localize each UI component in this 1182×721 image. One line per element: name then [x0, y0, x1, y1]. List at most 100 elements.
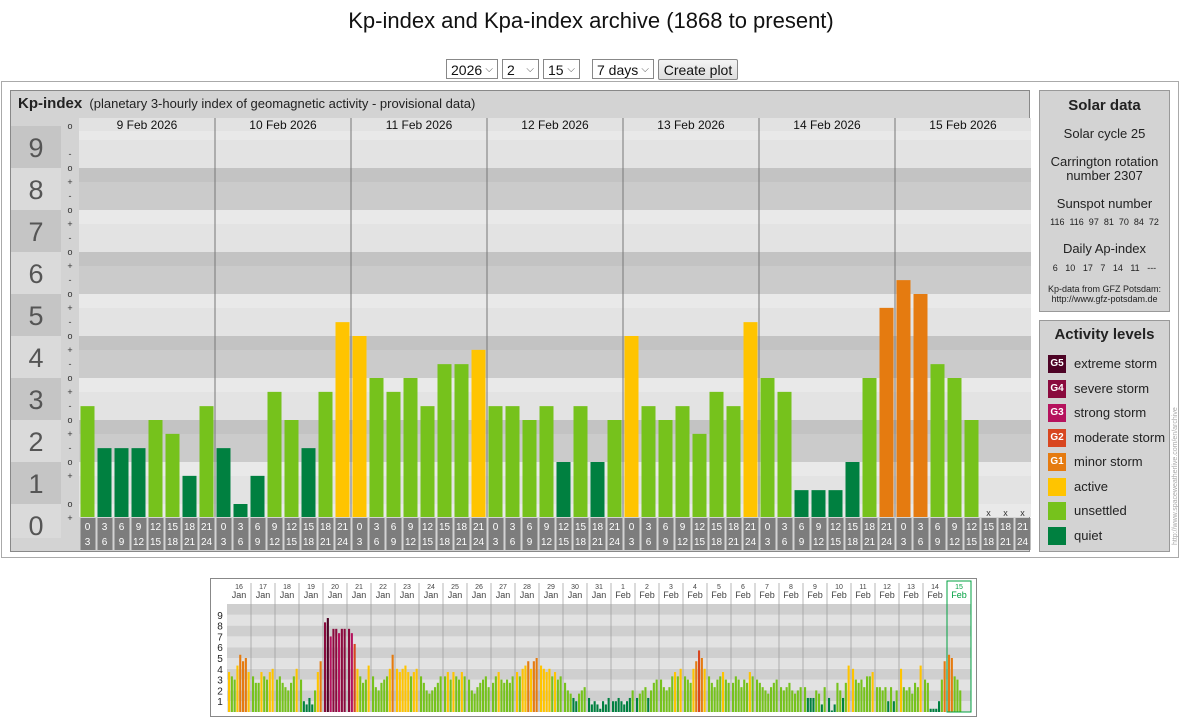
hour-start-label: 9	[136, 522, 142, 533]
missing-marker: x	[1003, 508, 1008, 518]
hour-cell	[454, 518, 470, 550]
y-tick-label: 5	[28, 301, 43, 331]
mini-kp-bar	[628, 697, 631, 712]
hour-start-label: 0	[85, 522, 91, 533]
mini-kp-bar	[905, 690, 908, 712]
mini-kp-bar	[508, 682, 511, 712]
mini-kp-bar	[556, 679, 559, 712]
mini-band	[227, 690, 971, 702]
hour-cell	[165, 518, 181, 550]
y-axis-band	[11, 420, 61, 462]
y-tick-label: 1	[28, 469, 43, 499]
day-label: 12 Feb 2026	[521, 118, 589, 132]
mini-kp-bar	[650, 690, 653, 712]
mini-kp-bar	[857, 682, 860, 712]
data-source-link[interactable]: http://www.gfz-potsdam.de	[1051, 294, 1158, 304]
hour-start-label: 3	[238, 522, 244, 533]
mini-day-label: 29	[547, 584, 555, 591]
year-select[interactable]: 2026 ⌵	[446, 59, 498, 79]
hour-start-label: 21	[1017, 522, 1029, 533]
kp-bar	[454, 364, 469, 517]
kp-bar	[590, 462, 605, 517]
mini-kp-bar	[866, 676, 869, 712]
activity-levels-heading: Activity levels	[1054, 326, 1155, 343]
hour-start-label: 12	[966, 522, 978, 533]
mini-y-label: 6	[217, 643, 223, 654]
hour-end-label: 18	[167, 537, 179, 548]
create-plot-button[interactable]: Create plot	[658, 59, 738, 80]
hour-end-label: 3	[765, 537, 771, 548]
mini-kp-bar	[540, 665, 543, 712]
hour-cell	[369, 518, 385, 550]
hour-start-label: 9	[816, 522, 822, 533]
mini-kp-bar	[902, 687, 905, 712]
y-axis-band	[11, 210, 61, 252]
hour-cell	[301, 518, 317, 550]
hour-end-label: 21	[1000, 537, 1012, 548]
kp-bar	[437, 364, 452, 517]
hour-end-label: 6	[238, 537, 244, 548]
hour-end-label: 12	[949, 537, 961, 548]
month-select[interactable]: 2 ⌵	[502, 59, 539, 79]
range-select[interactable]: 7 days ⌵	[592, 59, 654, 79]
kp-bar	[709, 391, 724, 517]
mini-month-label: Jan	[472, 590, 487, 600]
mini-kp-bar	[852, 668, 855, 712]
kp-bar	[114, 448, 129, 517]
mini-kp-bar	[535, 658, 538, 712]
kp-band	[79, 182, 1031, 196]
hour-end-label: 18	[711, 537, 723, 548]
mini-day-label: 22	[379, 584, 387, 591]
hour-end-label: 21	[456, 537, 468, 548]
hour-cell	[556, 518, 572, 550]
day-label: 11 Feb 2026	[386, 118, 453, 132]
y-tick-label: 4	[28, 343, 43, 373]
mini-day-label: 19	[307, 584, 315, 591]
y-axis-band	[11, 252, 61, 294]
hour-start-label: 0	[357, 522, 363, 533]
hour-start-label: 0	[493, 522, 499, 533]
mini-kp-bar	[292, 676, 295, 712]
mini-y-label: 8	[217, 622, 223, 633]
mini-kp-bar	[410, 676, 413, 712]
hour-cell	[488, 518, 504, 550]
mini-kp-bar	[847, 665, 850, 712]
y-axis-band	[11, 126, 61, 168]
hour-end-label: 12	[541, 537, 553, 548]
mini-kp-bar	[732, 682, 735, 712]
mini-band	[227, 625, 971, 637]
hour-cell	[862, 518, 878, 550]
hour-start-label: 9	[952, 522, 958, 533]
year-value: 2026	[451, 62, 483, 78]
hour-start-label: 6	[935, 522, 941, 533]
hour-cell	[386, 518, 402, 550]
y-subtick-label: +	[67, 219, 72, 229]
hour-end-label: 3	[493, 537, 499, 548]
kp-band	[79, 406, 1031, 420]
hour-end-label: 15	[422, 537, 434, 548]
hour-cell	[777, 518, 793, 550]
hour-start-label: 3	[374, 522, 380, 533]
mini-kp-bar	[668, 687, 671, 712]
y-subtick-label: -	[69, 275, 72, 285]
mini-kp-bar	[617, 697, 620, 712]
mini-kp-bar	[482, 679, 485, 712]
mini-kp-bar	[564, 682, 567, 712]
mini-kp-bar	[806, 697, 809, 712]
mini-kp-bar	[671, 676, 674, 712]
kp-band	[79, 308, 1031, 322]
mini-y-label: 9	[217, 611, 223, 622]
hour-cell	[505, 518, 521, 550]
y-subtick-label: o	[67, 247, 72, 257]
mini-month-label: Feb	[855, 590, 871, 600]
hour-cell	[182, 518, 198, 550]
hour-start-label: 18	[728, 522, 740, 533]
mini-day-label: 1	[621, 584, 625, 591]
mini-kp-bar	[233, 679, 236, 712]
mini-day-label: 14	[931, 584, 939, 591]
kp-band	[79, 210, 1031, 224]
level-swatch	[1048, 477, 1066, 496]
day-select[interactable]: 15 ⌵	[543, 59, 580, 79]
mini-kp-bar	[815, 690, 818, 712]
hour-end-label: 9	[255, 537, 261, 548]
